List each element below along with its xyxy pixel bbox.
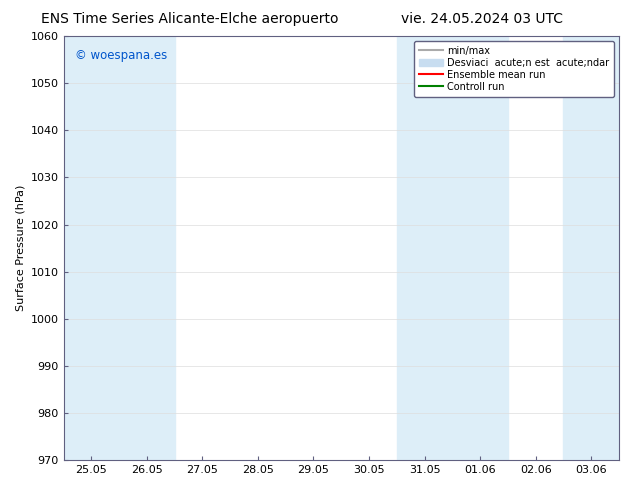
Legend: min/max, Desviaci  acute;n est  acute;ndar, Ensemble mean run, Controll run: min/max, Desviaci acute;n est acute;ndar… — [414, 41, 614, 97]
Text: ENS Time Series Alicante-Elche aeropuerto: ENS Time Series Alicante-Elche aeropuert… — [41, 12, 339, 26]
Y-axis label: Surface Pressure (hPa): Surface Pressure (hPa) — [15, 185, 25, 311]
Bar — [63, 36, 174, 460]
Bar — [564, 36, 619, 460]
Text: © woespana.es: © woespana.es — [75, 49, 167, 62]
Bar — [397, 36, 508, 460]
Text: vie. 24.05.2024 03 UTC: vie. 24.05.2024 03 UTC — [401, 12, 563, 26]
